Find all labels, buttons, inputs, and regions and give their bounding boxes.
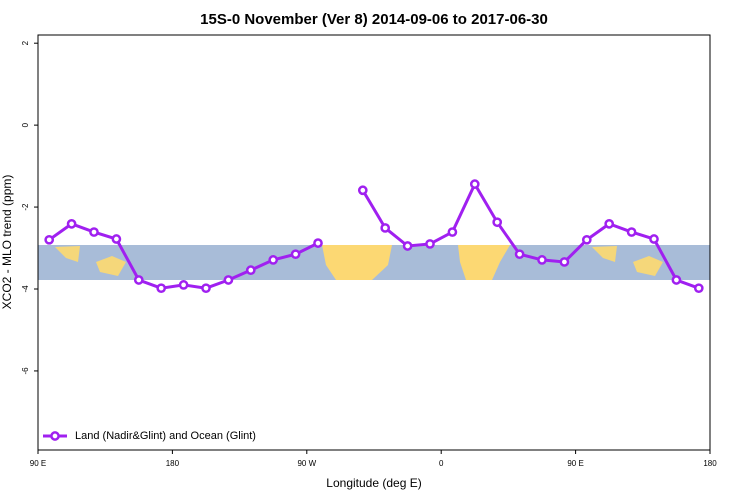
data-point <box>469 179 480 189</box>
x-tick-label: 180 <box>166 459 180 468</box>
data-point <box>693 283 704 294</box>
data-point <box>133 275 144 285</box>
data-point <box>178 280 189 290</box>
x-tick-label: 180 <box>703 459 717 468</box>
x-tick-label: 0 <box>439 459 444 468</box>
legend-marker <box>50 431 60 441</box>
data-point <box>671 275 682 285</box>
data-point <box>581 234 592 245</box>
data-point <box>604 219 615 229</box>
data-point <box>447 227 458 237</box>
data-point <box>514 249 525 260</box>
y-tick-label: -2 <box>21 203 30 211</box>
data-point <box>66 219 77 229</box>
y-tick-label: -4 <box>21 285 30 293</box>
data-point <box>223 275 234 285</box>
plot-frame <box>37 34 711 451</box>
data-point <box>402 241 413 251</box>
legend-label: Land (Nadir&Glint) and Ocean (Glint) <box>75 430 256 442</box>
x-tick-label: 90 E <box>30 459 46 468</box>
x-axis-label: Longitude (deg E) <box>326 476 421 490</box>
x-tick-label: 90 E <box>567 459 583 468</box>
data-point <box>44 234 55 245</box>
x-tick-label: 90 W <box>297 459 316 468</box>
map-background <box>38 245 710 280</box>
data-point <box>156 283 167 294</box>
data-point <box>290 249 301 260</box>
y-axis-label: XCO2 - MLO trend (ppm) <box>0 175 14 310</box>
data-point <box>357 185 368 196</box>
data-point <box>380 223 391 233</box>
y-tick-label: 0 <box>21 122 30 127</box>
data-point <box>111 234 122 244</box>
data-point <box>245 265 256 276</box>
data-point <box>537 255 547 265</box>
data-point <box>559 257 570 267</box>
chart-title: 15S-0 November (Ver 8) 2014-09-06 to 201… <box>200 11 548 28</box>
y-tick-label: 2 <box>21 40 30 45</box>
data-point <box>649 234 659 244</box>
data-point <box>313 238 323 248</box>
data-point <box>492 217 503 228</box>
data-point <box>89 227 99 237</box>
data-point <box>425 239 435 249</box>
data-point <box>201 283 211 294</box>
data-point <box>626 227 637 237</box>
y-tick-label: -6 <box>21 367 30 375</box>
data-point <box>268 255 279 265</box>
